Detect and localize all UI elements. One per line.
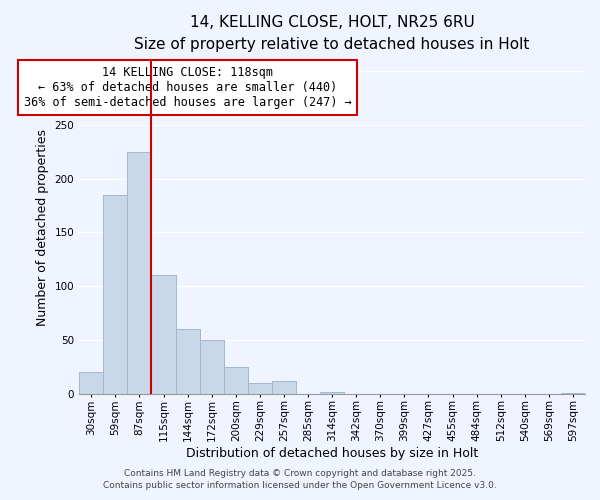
Bar	[561, 392, 585, 394]
Bar	[248, 383, 272, 394]
Bar	[103, 195, 127, 394]
Bar	[151, 276, 176, 394]
X-axis label: Distribution of detached houses by size in Holt: Distribution of detached houses by size …	[186, 447, 478, 460]
Text: Contains HM Land Registry data © Crown copyright and database right 2025.
Contai: Contains HM Land Registry data © Crown c…	[103, 468, 497, 490]
Text: 14 KELLING CLOSE: 118sqm
← 63% of detached houses are smaller (440)
36% of semi-: 14 KELLING CLOSE: 118sqm ← 63% of detach…	[24, 66, 352, 108]
Bar	[127, 152, 151, 394]
Y-axis label: Number of detached properties: Number of detached properties	[36, 128, 49, 326]
Bar	[200, 340, 224, 394]
Bar	[272, 381, 296, 394]
Bar	[320, 392, 344, 394]
Bar	[176, 329, 200, 394]
Bar	[224, 367, 248, 394]
Bar	[79, 372, 103, 394]
Title: 14, KELLING CLOSE, HOLT, NR25 6RU
Size of property relative to detached houses i: 14, KELLING CLOSE, HOLT, NR25 6RU Size o…	[134, 15, 530, 52]
